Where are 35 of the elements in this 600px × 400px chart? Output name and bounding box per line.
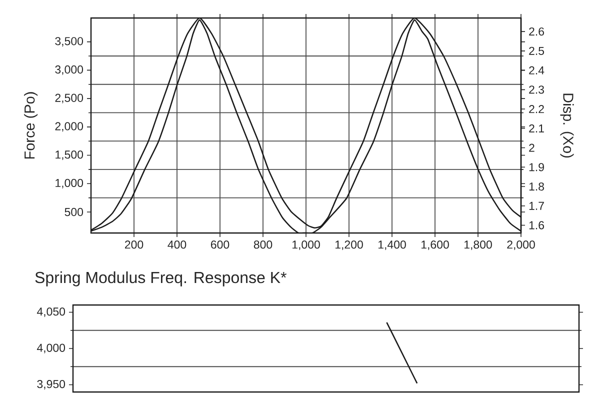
- x-tick-label: 600: [210, 240, 230, 249]
- y2-tick-label: 2.6: [529, 27, 544, 36]
- y2-tick-label: 1.7: [529, 202, 544, 210]
- y-tick-label: 4,050: [36, 307, 66, 317]
- y2-axis-title: Disp. (Xo): [560, 94, 574, 158]
- y-tick-label: 3,000: [55, 65, 84, 75]
- y2-tick-label: 2.2: [529, 105, 544, 114]
- x-tick-label: 1,600: [421, 240, 449, 250]
- y2-tick-label: 1.6: [529, 221, 544, 230]
- y2-tick-label: 1.8: [529, 182, 544, 191]
- x-tick-label: 1,400: [378, 240, 406, 250]
- y-tick-label: 2,000: [55, 122, 84, 132]
- x-tick-label: 1,800: [464, 240, 492, 250]
- y-tick-label: 4,000: [36, 344, 66, 354]
- y2-tick-label: 2.1: [529, 124, 544, 132]
- y-tick-label: 1,500: [56, 150, 84, 160]
- chart-title: Spring Modulus Freq. Response K*: [35, 271, 287, 286]
- x-tick-label: 2,000: [507, 240, 535, 250]
- y2-tick-label: 2.4: [529, 66, 544, 74]
- x-tick-label: 1,000: [292, 240, 320, 250]
- y-tick-label: 500: [64, 208, 84, 216]
- y-tick-label: 3,500: [55, 37, 84, 47]
- x-tick-label: 800: [254, 240, 272, 249]
- y2-tick-label: 2.5: [529, 46, 544, 55]
- x-tick-label: 1,200: [335, 240, 363, 250]
- y-tick-label: 2,500: [55, 94, 84, 104]
- x-tick-label: 400: [168, 240, 186, 249]
- y-tick-label: 1,000: [56, 178, 84, 188]
- x-tick-label: 200: [124, 240, 144, 249]
- y2-tick-label: 1.9: [529, 163, 544, 172]
- line-series: [386, 322, 418, 384]
- y2-tick-label: 2: [529, 144, 534, 152]
- y-tick-label: 3,950: [37, 380, 66, 390]
- y2-tick-label: 2.3: [529, 86, 544, 94]
- y-axis-title: Force (Po): [24, 92, 38, 159]
